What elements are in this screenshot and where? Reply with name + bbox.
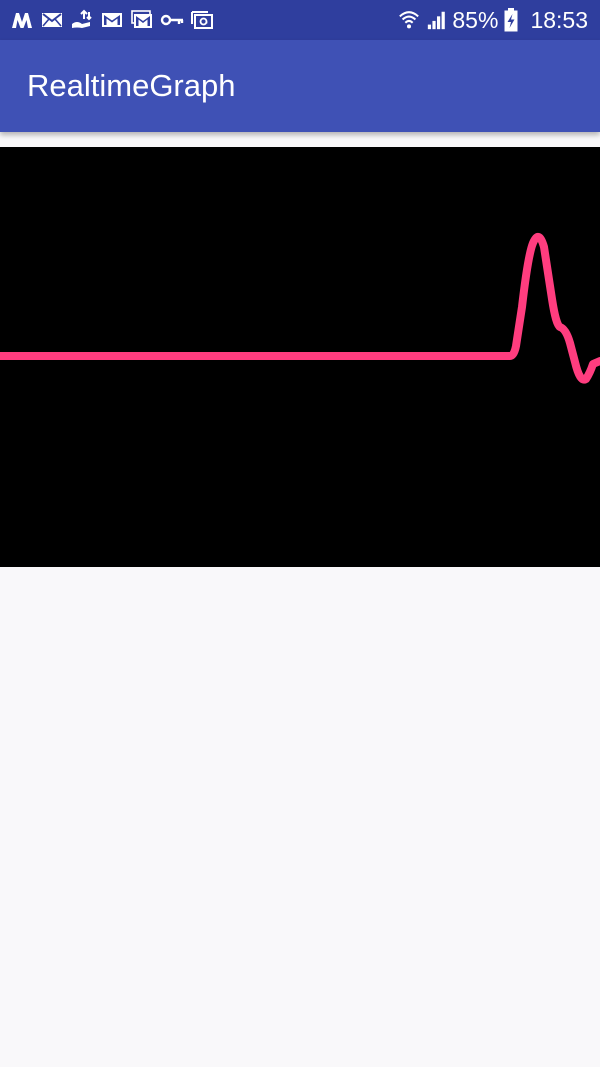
app-title: RealtimeGraph <box>27 68 236 103</box>
clock: 18:53 <box>530 6 588 33</box>
notification-app-icon <box>10 8 34 32</box>
battery-charging-icon <box>504 8 518 32</box>
vpn-key-icon <box>160 8 184 32</box>
status-bar: 85% 18:53 <box>0 0 600 40</box>
realtime-graph <box>0 147 600 567</box>
screenshot-icon <box>190 8 214 32</box>
wifi-icon <box>398 9 420 31</box>
graph-line <box>0 233 600 384</box>
cellular-signal-icon <box>426 9 448 31</box>
notification-icons <box>10 8 220 32</box>
transfer-icon <box>70 8 94 32</box>
gmail-icon <box>130 8 154 32</box>
email-icon <box>40 8 64 32</box>
gmail-icon <box>100 8 124 32</box>
battery-percentage: 85% <box>452 6 499 33</box>
graph-canvas <box>0 233 600 384</box>
app-bar: RealtimeGraph <box>0 40 600 132</box>
system-status: 85% 18:53 <box>392 6 588 34</box>
